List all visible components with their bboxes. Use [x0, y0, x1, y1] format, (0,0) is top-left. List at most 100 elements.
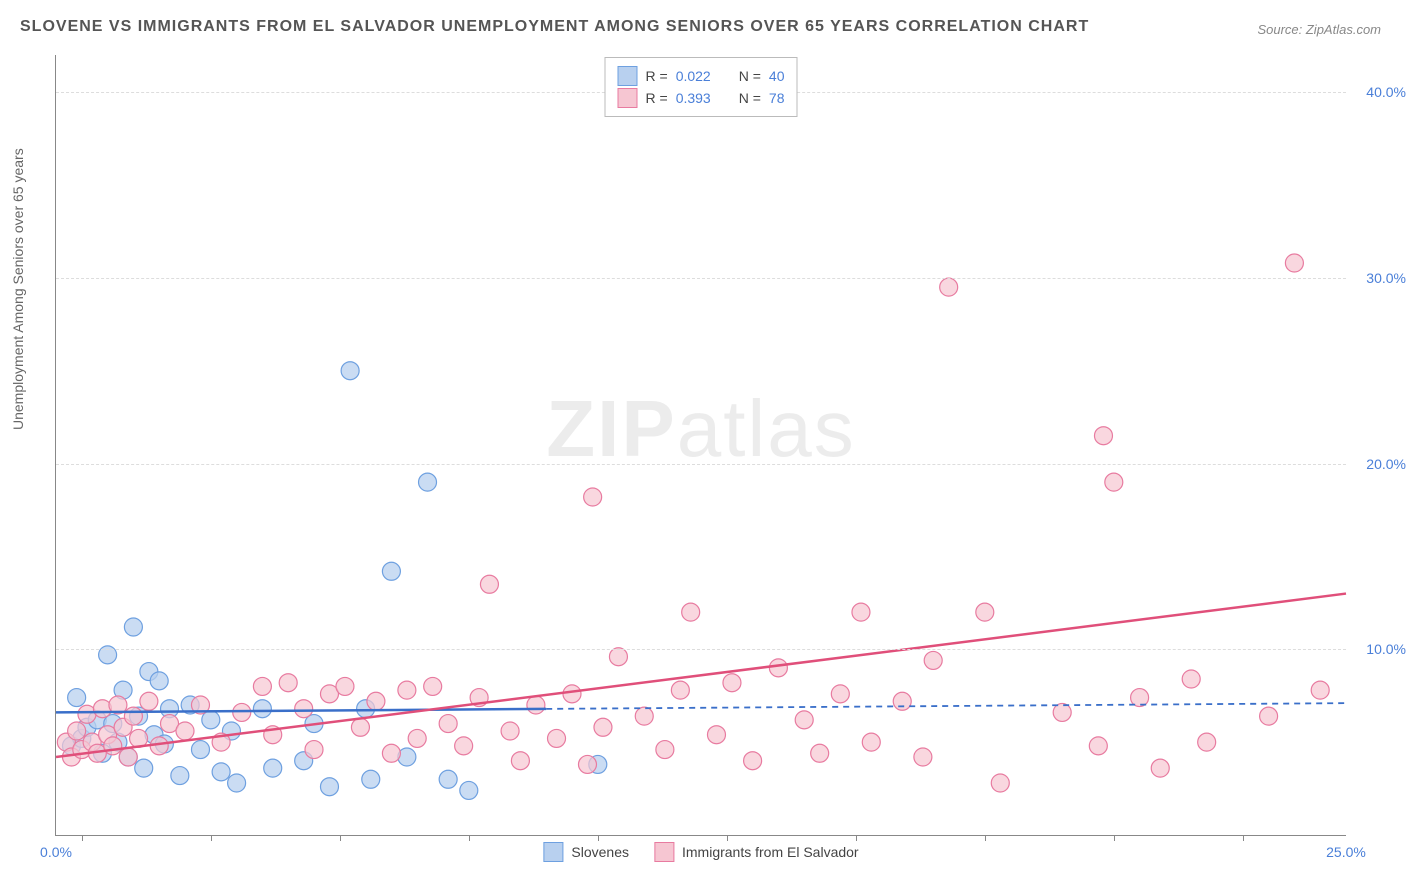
- r-label: R =: [646, 68, 668, 84]
- scatter-point: [914, 748, 932, 766]
- scatter-point: [171, 767, 189, 785]
- scatter-svg: [56, 55, 1346, 835]
- legend-row-series-1: R = 0.393 N = 78: [618, 88, 785, 108]
- scatter-point: [439, 715, 457, 733]
- scatter-point: [1089, 737, 1107, 755]
- scatter-point: [124, 618, 142, 636]
- scatter-point: [769, 659, 787, 677]
- scatter-point: [124, 707, 142, 725]
- scatter-point: [1105, 473, 1123, 491]
- scatter-point: [68, 722, 86, 740]
- n-label: N =: [739, 68, 761, 84]
- scatter-point: [460, 781, 478, 799]
- n-label: N =: [739, 90, 761, 106]
- scatter-point: [744, 752, 762, 770]
- y-tick-label: 40.0%: [1366, 84, 1406, 100]
- scatter-point: [382, 744, 400, 762]
- x-tick: [727, 835, 728, 841]
- scatter-point: [1260, 707, 1278, 725]
- scatter-point: [233, 703, 251, 721]
- series-name-1: Immigrants from El Salvador: [682, 844, 859, 860]
- scatter-point: [480, 575, 498, 593]
- scatter-point: [341, 362, 359, 380]
- scatter-point: [594, 718, 612, 736]
- scatter-point: [362, 770, 380, 788]
- scatter-point: [924, 651, 942, 669]
- scatter-point: [119, 748, 137, 766]
- x-tick: [469, 835, 470, 841]
- scatter-point: [212, 763, 230, 781]
- series-legend: Slovenes Immigrants from El Salvador: [543, 842, 858, 862]
- scatter-point: [1151, 759, 1169, 777]
- n-value-0: 40: [769, 68, 785, 84]
- scatter-point: [367, 692, 385, 710]
- scatter-point: [382, 562, 400, 580]
- scatter-point: [635, 707, 653, 725]
- plot-area: ZIPatlas R = 0.022 N = 40 R = 0.393 N = …: [55, 55, 1346, 836]
- scatter-point: [563, 685, 581, 703]
- x-tick: [1114, 835, 1115, 841]
- scatter-point: [228, 774, 246, 792]
- gridline: [56, 278, 1346, 279]
- scatter-point: [578, 755, 596, 773]
- scatter-point: [1311, 681, 1329, 699]
- scatter-point: [682, 603, 700, 621]
- gridline: [56, 464, 1346, 465]
- r-value-1: 0.393: [676, 90, 711, 106]
- scatter-point: [707, 726, 725, 744]
- scatter-point: [424, 677, 442, 695]
- trend-line-dashed: [546, 703, 1346, 709]
- x-tick: [82, 835, 83, 841]
- scatter-point: [140, 692, 158, 710]
- scatter-point: [336, 677, 354, 695]
- legend-row-series-0: R = 0.022 N = 40: [618, 66, 785, 86]
- legend-item-series-1: Immigrants from El Salvador: [654, 842, 859, 862]
- scatter-point: [398, 681, 416, 699]
- x-tick: [856, 835, 857, 841]
- scatter-point: [408, 729, 426, 747]
- scatter-point: [723, 674, 741, 692]
- source-attribution: Source: ZipAtlas.com: [1257, 22, 1381, 37]
- y-axis-label: Unemployment Among Seniors over 65 years: [10, 148, 26, 430]
- scatter-point: [68, 689, 86, 707]
- scatter-point: [795, 711, 813, 729]
- scatter-point: [976, 603, 994, 621]
- scatter-point: [104, 737, 122, 755]
- trend-line-solid: [56, 594, 1346, 757]
- scatter-point: [135, 759, 153, 777]
- legend-swatch-bottom-1: [654, 842, 674, 862]
- legend-swatch-series-0: [618, 66, 638, 86]
- n-value-1: 78: [769, 90, 785, 106]
- scatter-point: [264, 759, 282, 777]
- scatter-point: [893, 692, 911, 710]
- scatter-point: [584, 488, 602, 506]
- scatter-point: [320, 778, 338, 796]
- scatter-point: [351, 718, 369, 736]
- scatter-point: [609, 648, 627, 666]
- scatter-point: [811, 744, 829, 762]
- legend-swatch-bottom-0: [543, 842, 563, 862]
- scatter-point: [176, 722, 194, 740]
- scatter-point: [279, 674, 297, 692]
- scatter-point: [511, 752, 529, 770]
- series-name-0: Slovenes: [571, 844, 629, 860]
- scatter-point: [527, 696, 545, 714]
- x-tick: [211, 835, 212, 841]
- x-tick: [340, 835, 341, 841]
- scatter-point: [940, 278, 958, 296]
- scatter-point: [1182, 670, 1200, 688]
- x-tick: [1243, 835, 1244, 841]
- x-tick-right: 25.0%: [1326, 844, 1366, 860]
- scatter-point: [656, 741, 674, 759]
- scatter-point: [305, 741, 323, 759]
- x-tick: [598, 835, 599, 841]
- scatter-point: [548, 729, 566, 747]
- scatter-point: [862, 733, 880, 751]
- scatter-point: [671, 681, 689, 699]
- scatter-point: [455, 737, 473, 755]
- scatter-point: [295, 700, 313, 718]
- y-tick-label: 10.0%: [1366, 641, 1406, 657]
- r-label: R =: [646, 90, 668, 106]
- scatter-point: [501, 722, 519, 740]
- chart-title: SLOVENE VS IMMIGRANTS FROM EL SALVADOR U…: [20, 18, 1089, 36]
